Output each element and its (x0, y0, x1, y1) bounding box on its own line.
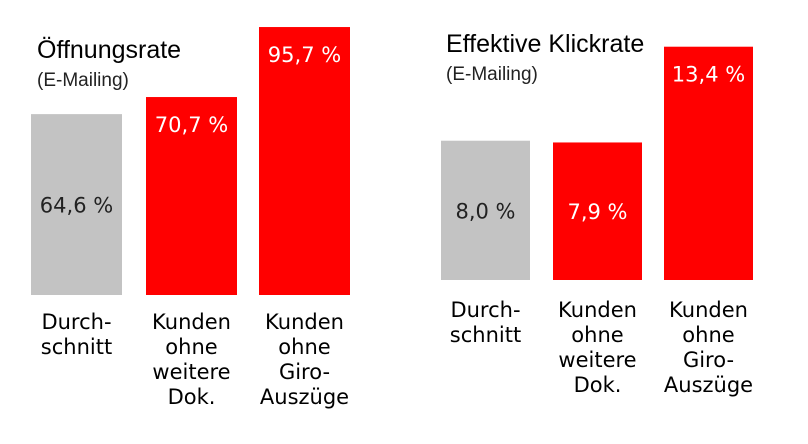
category-label: Giro- (279, 360, 330, 384)
bar (31, 114, 122, 296)
chart-subtitle: (E-Mailing) (446, 64, 538, 85)
bar-value-label: 7,9 % (567, 200, 627, 224)
bar (441, 140, 530, 280)
chart-panel-oeffnungsrate: Öffnungsrate (E-Mailing) 64,6 % Durch-sch… (31, 27, 350, 409)
category-label: schnitt (41, 335, 112, 359)
category-label: ohne (278, 335, 330, 359)
chart-subtitle: (E-Mailing) (37, 70, 129, 91)
category-label: ohne (682, 323, 734, 347)
chart-title: Öffnungsrate (37, 36, 181, 64)
category-label: weitere (558, 348, 636, 372)
bar (146, 97, 237, 295)
category-label: Auszüge (260, 385, 349, 409)
category-label: Durch- (450, 298, 520, 322)
category-label: Giro- (683, 348, 734, 372)
category-label: Kunden (265, 310, 344, 334)
bar-value-label: 8,0 % (455, 199, 515, 223)
category-label: Auszüge (664, 373, 753, 397)
bar-value-label: 13,4 % (672, 63, 745, 87)
chart-title: Effektive Klickrate (446, 30, 644, 58)
category-label: Dok. (168, 385, 216, 409)
category-label: Kunden (152, 310, 231, 334)
category-label: Kunden (669, 298, 748, 322)
chart-panel-klickrate: Effektive Klickrate (E-Mailing) 8,0 % Dur… (441, 30, 753, 397)
category-label: Durch- (41, 310, 111, 334)
category-label: schnitt (450, 323, 521, 347)
category-label: weitere (152, 360, 230, 384)
bar (553, 142, 642, 280)
category-label: Dok. (574, 373, 622, 397)
category-label: Kunden (558, 298, 637, 322)
bar-value-label: 64,6 % (40, 194, 113, 218)
category-label: ohne (165, 335, 217, 359)
bar (259, 27, 350, 295)
category-label: ohne (571, 323, 623, 347)
bar-value-label: 95,7 % (268, 43, 341, 67)
bar (664, 46, 753, 281)
bar-value-label: 70,7 % (155, 113, 228, 137)
